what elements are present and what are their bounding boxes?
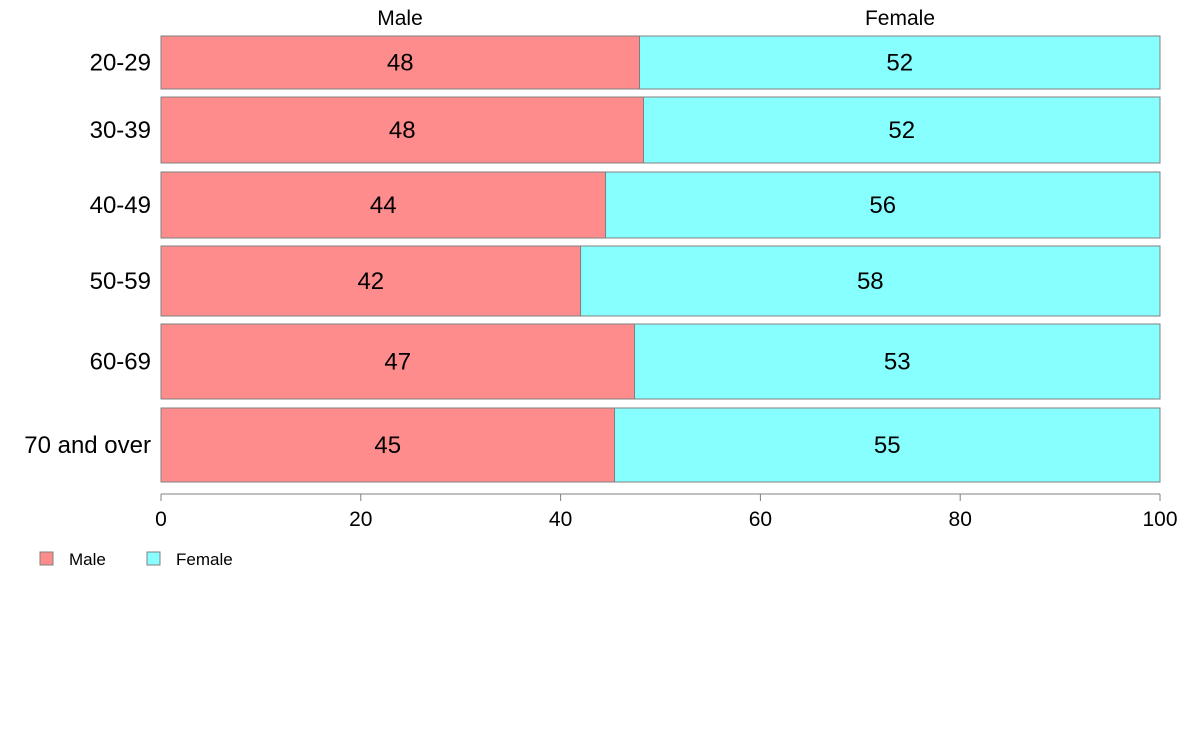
x-axis: 0 20 40 60 80 100 — [155, 493, 1178, 531]
bar-female-2 — [605, 171, 1161, 239]
bar-male-3 — [160, 245, 582, 317]
bar-female-5 — [614, 407, 1161, 483]
data-label-female-3: 58 — [857, 268, 884, 295]
data-label-female-2: 56 — [869, 192, 896, 219]
top-label-female: Female — [865, 7, 935, 30]
data-label-male-2: 44 — [370, 192, 397, 219]
x-tick-label-0: 0 — [155, 508, 167, 531]
y-tick-label-3: 50-59 — [90, 268, 151, 295]
data-label-male-5: 45 — [374, 432, 401, 459]
y-axis-labels: 20-29 30-39 40-49 50-59 60-69 70 and over — [24, 50, 151, 460]
legend-label-male: Male — [69, 550, 106, 569]
y-tick-label-0: 20-29 — [90, 50, 151, 77]
legend-label-female: Female — [176, 550, 233, 569]
bar-female-1 — [643, 96, 1161, 164]
x-tick-label-2: 40 — [549, 508, 572, 531]
data-label-male-4: 47 — [384, 349, 411, 376]
data-label-male-0: 48 — [387, 50, 414, 77]
bar-male-4 — [160, 323, 636, 400]
bar-female-0 — [639, 35, 1161, 90]
legend-swatch-male — [39, 551, 54, 566]
bar-female-4 — [634, 323, 1161, 400]
data-label-female-4: 53 — [884, 349, 911, 376]
top-labels: Male Female — [377, 7, 935, 30]
data-label-female-5: 55 — [874, 432, 901, 459]
legend-swatch-female — [146, 551, 161, 566]
data-label-female-1: 52 — [888, 117, 915, 144]
data-label-male-1: 48 — [389, 117, 416, 144]
bars-layer: 48 52 48 52 44 56 42 58 47 53 45 55 — [160, 35, 1161, 483]
bar-male-2 — [160, 171, 607, 239]
y-tick-label-4: 60-69 — [90, 349, 151, 376]
data-label-male-3: 42 — [357, 268, 384, 295]
bar-female-3 — [580, 245, 1161, 317]
x-tick-label-1: 20 — [349, 508, 372, 531]
top-label-male: Male — [377, 7, 423, 30]
x-tick-label-3: 60 — [749, 508, 772, 531]
legend: Male Female — [39, 550, 233, 569]
data-label-female-0: 52 — [886, 50, 913, 77]
y-tick-label-5: 70 and over — [24, 432, 151, 459]
y-tick-label-2: 40-49 — [90, 192, 151, 219]
bar-male-1 — [160, 96, 645, 164]
x-tick-label-5: 100 — [1142, 508, 1177, 531]
y-tick-label-1: 30-39 — [90, 117, 151, 144]
bar-male-0 — [160, 35, 641, 90]
x-tick-label-4: 80 — [949, 508, 972, 531]
